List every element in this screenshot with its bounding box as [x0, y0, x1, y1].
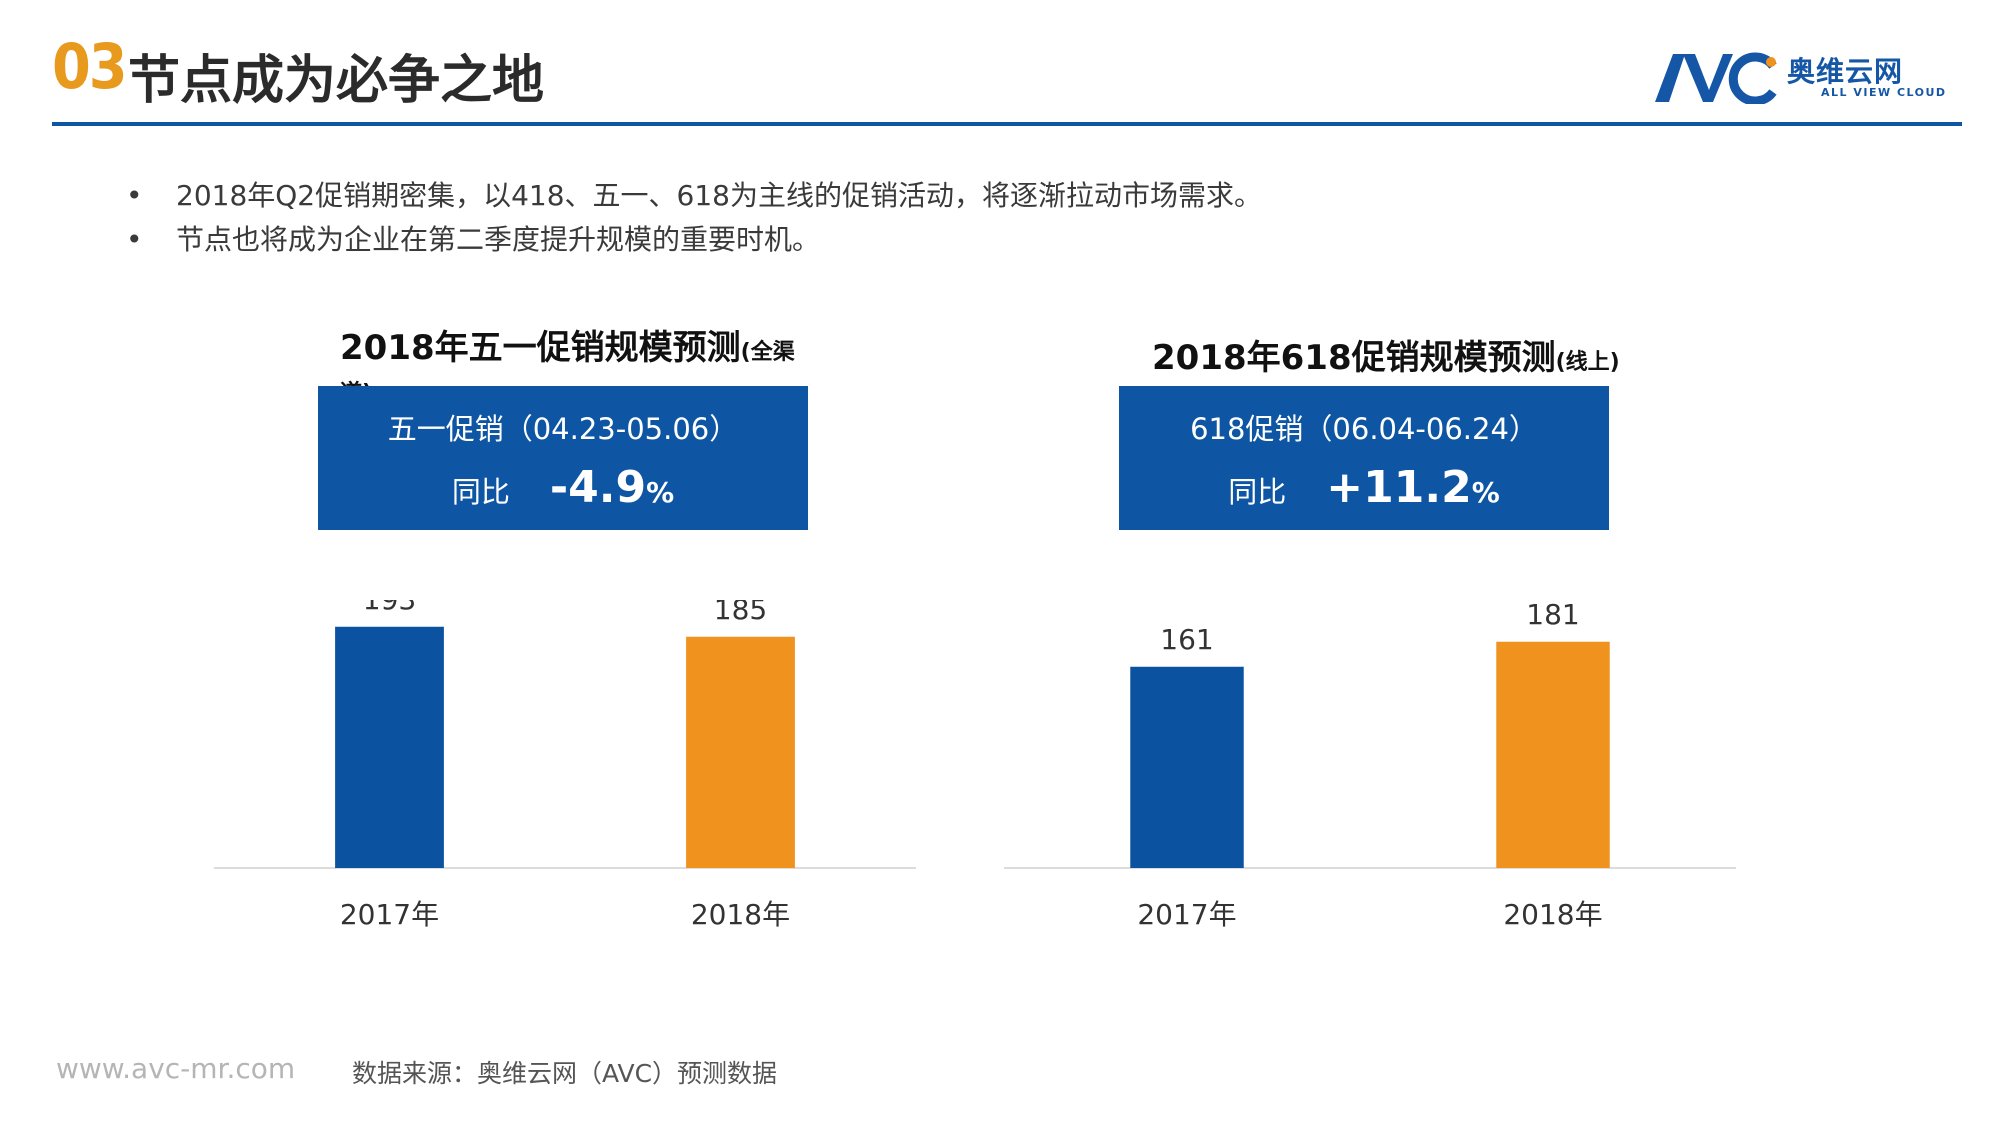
yoy-label: 同比: [451, 475, 510, 509]
bar-2017年: [1130, 666, 1244, 868]
data-label: 161: [1160, 623, 1213, 656]
x-tick-label: 2017年: [340, 898, 439, 931]
bullet-item: • 节点也将成为企业在第二季度提升规模的重要时机。: [126, 218, 820, 258]
yoy-unit: %: [646, 476, 675, 509]
page-title: 节点成为必争之地: [128, 51, 545, 111]
data-label: 193: [363, 600, 416, 616]
avc-logo-mark: [1655, 52, 1777, 104]
promo-info-box-mayday: 五一促销（04.23-05.06） 同比 -4.9%: [318, 386, 808, 530]
bar-2018年: [686, 636, 795, 868]
chart-title-main: 2018年618促销规模预测: [1152, 338, 1556, 378]
bar-2017年: [335, 626, 444, 868]
yoy-label: 同比: [1228, 475, 1287, 509]
promo-period: 五一促销（04.23-05.06）: [387, 412, 739, 446]
chart-title-sub: (线上): [1555, 350, 1620, 375]
section-number: 03: [52, 30, 128, 103]
yoy-value: +11.2: [1326, 462, 1472, 513]
footer-website-link[interactable]: www.avc-mr.com: [56, 1052, 296, 1085]
yoy-row: 同比 -4.9%: [318, 462, 808, 513]
chart-title-mayday: 2018年五一促销规模预测(全渠道): [340, 330, 800, 412]
logo-text-cn: 奥维云网: [1787, 55, 1904, 88]
header-divider: [52, 122, 1962, 126]
footer-data-source: 数据来源：奥维云网（AVC）预测数据: [352, 1059, 778, 1088]
bullet-text: 节点也将成为企业在第二季度提升规模的重要时机。: [176, 223, 821, 256]
chart-title-618: 2018年618促销规模预测(线上): [1152, 330, 1620, 379]
promo-period: 618促销（06.04-06.24）: [1190, 412, 1538, 446]
data-label: 185: [714, 600, 767, 626]
bullet-item: • 2018年Q2促销期密集，以418、五一、618为主线的促销活动，将逐渐拉动市…: [126, 174, 1262, 214]
bar-chart-618: 161 2017年 181 2018年: [1004, 600, 1736, 931]
yoy-row: 同比 +11.2%: [1119, 462, 1609, 513]
bar-chart-mayday: 193 2017年 185 2018年: [214, 600, 916, 931]
avc-logo: 奥维云网 ALL VIEW CLOUD: [1655, 48, 1965, 106]
chart-title-main: 2018年五一促销规模预测: [340, 328, 741, 368]
yoy-unit: %: [1471, 476, 1500, 509]
promo-info-box-618: 618促销（06.04-06.24） 同比 +11.2%: [1119, 386, 1609, 530]
x-tick-label: 2018年: [691, 898, 790, 931]
data-label: 181: [1526, 600, 1579, 631]
bullet-dot: •: [126, 223, 143, 256]
x-tick-label: 2017年: [1137, 898, 1236, 931]
bar-2018年: [1496, 641, 1610, 868]
bullet-dot: •: [126, 179, 143, 212]
yoy-value: -4.9: [549, 462, 647, 513]
x-tick-label: 2018年: [1503, 898, 1602, 931]
bullet-text: 2018年Q2促销期密集，以418、五一、618为主线的促销活动，将逐渐拉动市场…: [176, 179, 1263, 212]
logo-text-en: ALL VIEW CLOUD: [1821, 86, 1947, 99]
